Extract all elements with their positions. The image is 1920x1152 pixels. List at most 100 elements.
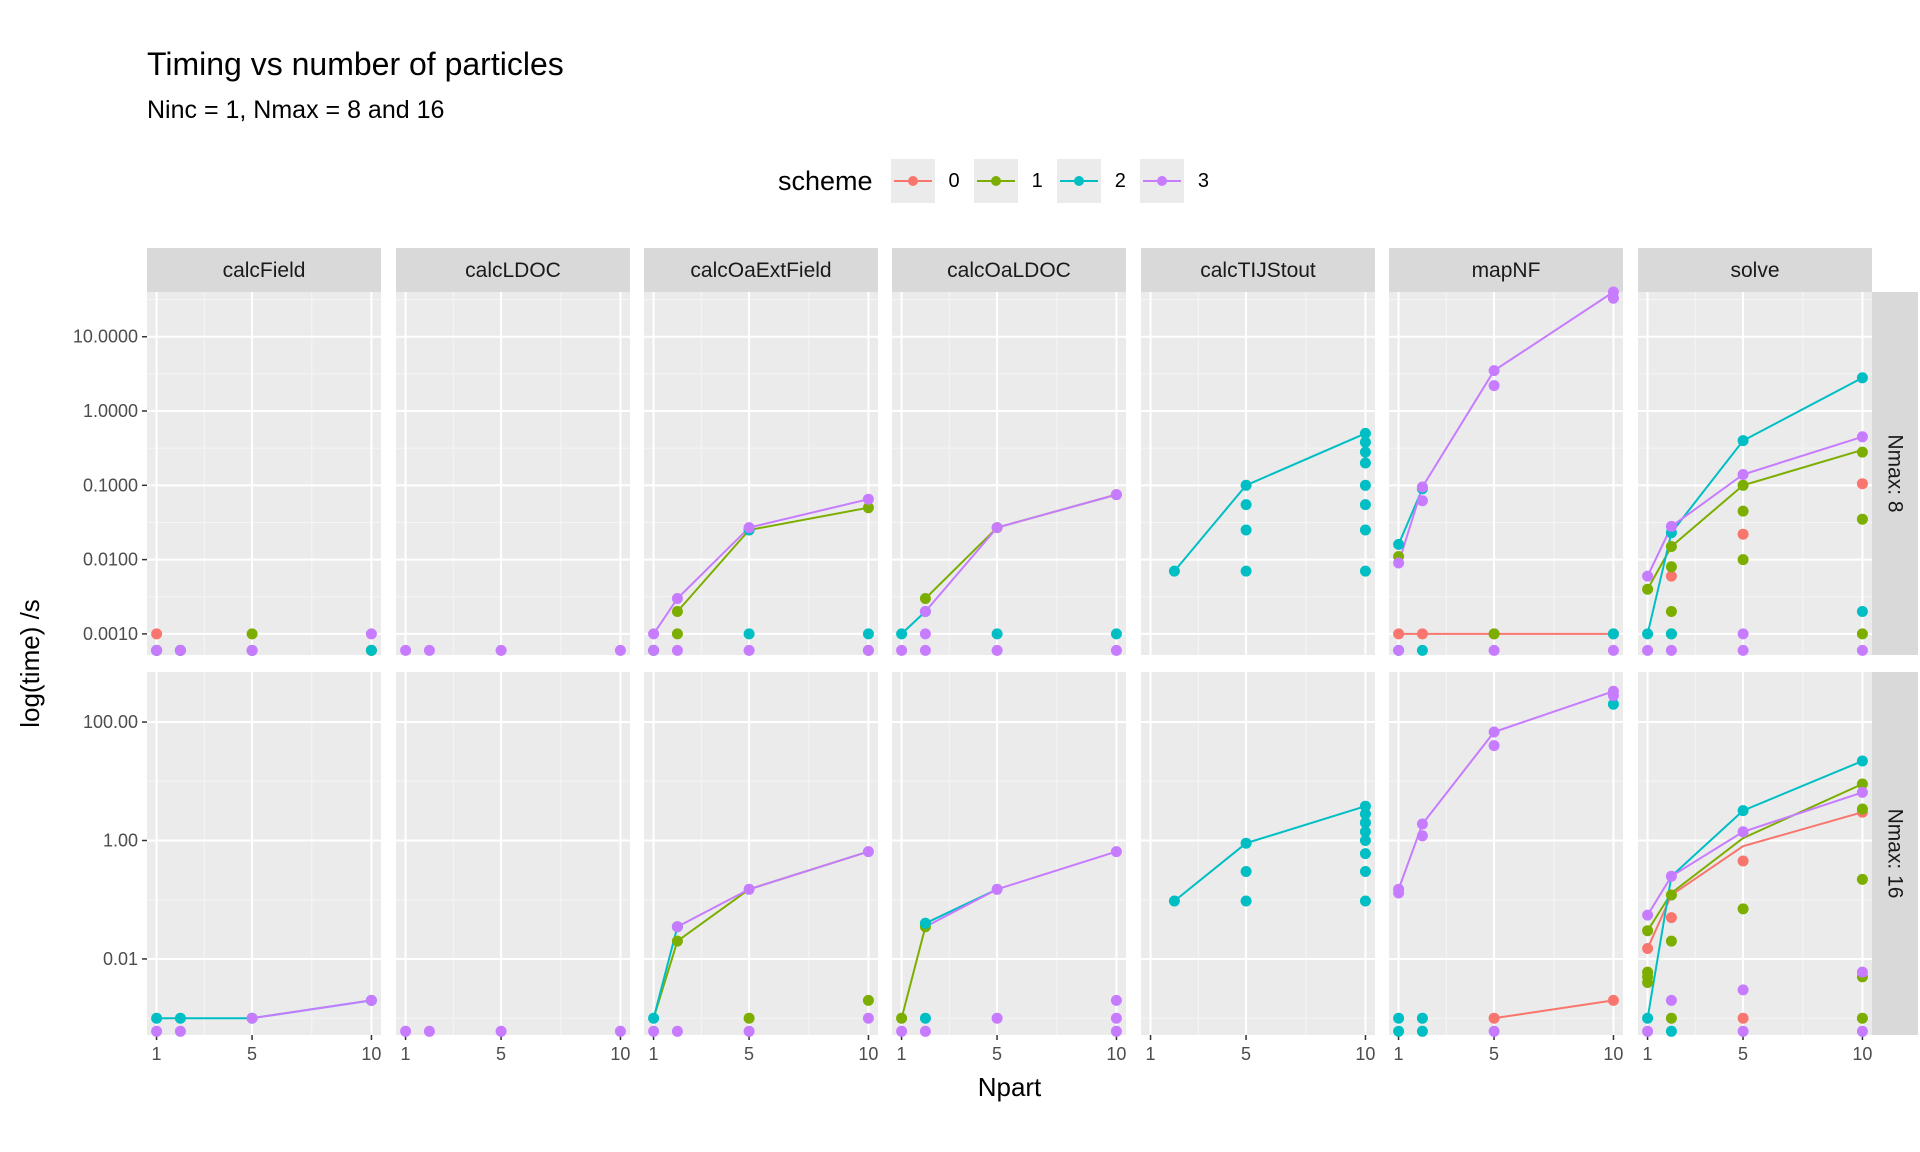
data-point-0 [1665, 912, 1677, 924]
data-point-3 [1393, 557, 1405, 569]
data-point-0 [1665, 570, 1677, 582]
data-point-2 [919, 1012, 931, 1024]
data-point-2 [1642, 1012, 1654, 1024]
data-point-2 [1665, 628, 1677, 640]
data-point-3 [1856, 786, 1868, 798]
data-point-3 [743, 522, 755, 534]
x-tick-label: 1 [401, 1044, 411, 1064]
data-point-1 [1665, 606, 1677, 617]
x-tick-label: 10 [1355, 1044, 1375, 1064]
data-point-1 [862, 502, 874, 514]
x-tick-label: 5 [1738, 1044, 1748, 1064]
strip-label-calcField: calcField [223, 259, 306, 282]
data-point-2 [1168, 565, 1180, 577]
y-tick-label: 10.0000 [73, 327, 138, 347]
data-point-1 [1737, 505, 1749, 517]
data-point-3 [1416, 481, 1428, 493]
x-tick-label: 5 [992, 1044, 1002, 1064]
data-point-1 [1665, 1012, 1677, 1024]
legend-item-2: 2 [1056, 159, 1126, 203]
data-point-1 [1665, 889, 1677, 901]
strip-calcLDOC [396, 248, 630, 292]
chart-subtitle: Ninc = 1, Nmax = 8 and 16 [147, 96, 445, 124]
data-point-2 [919, 917, 931, 929]
data-point-3 [151, 644, 163, 656]
panel-bg [1141, 292, 1375, 655]
data-point-2 [1416, 644, 1428, 656]
series-line-1 [1646, 448, 1863, 590]
panel-bg [396, 672, 630, 1035]
data-point-3 [648, 628, 660, 640]
data-point-2 [1359, 436, 1371, 448]
data-point-1 [743, 1012, 755, 1024]
data-point-0 [1737, 1012, 1749, 1024]
data-point-2 [1359, 895, 1371, 907]
data-point-3 [400, 1025, 412, 1037]
data-point-3 [365, 994, 377, 1006]
data-point-1 [671, 606, 683, 617]
data-point-1 [1856, 628, 1868, 640]
data-point-0 [1393, 628, 1405, 640]
legend-label-0: 0 [948, 169, 960, 192]
legend-title: scheme [778, 165, 873, 196]
data-point-3 [246, 644, 258, 656]
data-point-2 [1856, 606, 1868, 617]
strip-label-solve: solve [1730, 259, 1779, 282]
x-tick-label: 1 [897, 1044, 907, 1064]
data-point-0 [1416, 628, 1428, 640]
x-tick-label: 1 [1146, 1044, 1156, 1064]
data-point-2 [365, 644, 377, 656]
data-point-3 [1110, 994, 1122, 1006]
data-point-3 [1665, 644, 1677, 656]
data-point-0 [1607, 994, 1619, 1006]
data-point-3 [862, 846, 874, 858]
series-line-3 [1646, 435, 1863, 577]
data-point-2 [1240, 499, 1252, 511]
data-point-1 [1642, 977, 1654, 988]
data-point-1 [671, 935, 683, 947]
data-point-1 [1856, 873, 1868, 885]
data-point-3 [174, 1025, 186, 1037]
data-point-3 [400, 644, 412, 656]
y-tick-label: 0.0010 [83, 624, 138, 644]
data-point-3 [1665, 870, 1677, 882]
data-point-3 [1110, 1025, 1122, 1037]
data-point-2 [151, 1012, 163, 1024]
series-line-2 [1646, 760, 1863, 1019]
data-point-3 [1642, 1025, 1654, 1037]
panel-bg [1638, 292, 1872, 655]
x-tick-label: 5 [1489, 1044, 1499, 1064]
data-point-3 [1856, 1025, 1868, 1037]
x-tick-label: 1 [649, 1044, 659, 1064]
row-strip-label-1: Nmax: 16 [1884, 809, 1907, 899]
data-point-3 [1607, 292, 1619, 304]
strip-calcOaExtField [644, 248, 878, 292]
data-point-3 [365, 628, 377, 640]
legend-item-3: 3 [1139, 159, 1209, 203]
data-point-2 [1607, 698, 1619, 710]
x-tick-label: 1 [1643, 1044, 1653, 1064]
data-point-3 [1737, 644, 1749, 656]
data-point-1 [862, 994, 874, 1006]
data-point-2 [1240, 895, 1252, 907]
legend-label-1: 1 [1031, 169, 1043, 192]
series-line-2 [1646, 376, 1863, 635]
data-point-2 [1856, 755, 1868, 767]
data-point-3 [1642, 570, 1654, 582]
data-point-3 [1393, 644, 1405, 656]
data-point-3 [671, 1025, 683, 1037]
data-point-3 [495, 644, 507, 656]
data-point-2 [1359, 565, 1371, 577]
data-point-1 [1856, 446, 1868, 458]
data-point-3 [614, 1025, 626, 1037]
data-point-2 [1359, 826, 1371, 838]
strip-solve [1638, 248, 1872, 292]
y-tick-label: 1.00 [103, 831, 138, 851]
data-point-3 [896, 644, 908, 656]
data-point-3 [919, 606, 931, 617]
data-point-3 [743, 883, 755, 895]
row-strip-label-0: Nmax: 8 [1884, 434, 1907, 512]
data-point-1 [1856, 513, 1868, 525]
data-point-3 [1110, 1012, 1122, 1024]
